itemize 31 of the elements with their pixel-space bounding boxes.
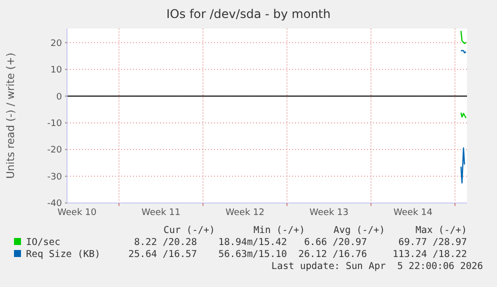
text: 18.94m/15.42 (218, 237, 287, 248)
text: Last update: Sun Apr 5 22:00:06 2026 (271, 261, 484, 272)
y-tick-label: -10 (47, 118, 62, 129)
text: 56.63m/15.10 (218, 249, 288, 260)
text: 26.12 /16.76 (298, 249, 368, 260)
legend-label: Req Size (KB) (26, 249, 100, 260)
y-tick-label: 20 (50, 38, 62, 49)
y-tick-label: -40 (47, 199, 62, 210)
text: Max (-/+) (416, 225, 467, 236)
text: 69.77 /28.97 (398, 237, 467, 248)
y-tick-label: -20 (47, 146, 62, 156)
x-tick-label: Week 12 (226, 208, 264, 218)
legend-label: IO/sec (26, 237, 60, 248)
x-tick-label: Week 14 (394, 208, 433, 218)
y-tick-label: -30 (47, 172, 62, 182)
y-tick-label: 10 (50, 66, 62, 76)
chart-title: IOs for /dev/sda - by month (166, 7, 331, 21)
x-tick-label: Week 11 (142, 208, 180, 218)
x-tick-label: Week 13 (310, 208, 348, 218)
line-series (460, 30, 467, 44)
text: 8.22 /20.28 (134, 237, 198, 248)
text: Min (-/+) (254, 225, 305, 236)
text: 25.64 /16.57 (128, 249, 197, 260)
y-axis-title: Units read (-) / write (+) (5, 52, 17, 179)
line-series (460, 147, 466, 184)
x-tick-label: Week 10 (58, 208, 97, 218)
y-tick-label: 0 (56, 92, 62, 102)
text: 6.66 /20.97 (304, 237, 367, 248)
text: Avg (-/+) (334, 225, 385, 236)
text: 113.24 /18.22 (392, 249, 467, 260)
text: Cur (-/+) (164, 225, 215, 236)
